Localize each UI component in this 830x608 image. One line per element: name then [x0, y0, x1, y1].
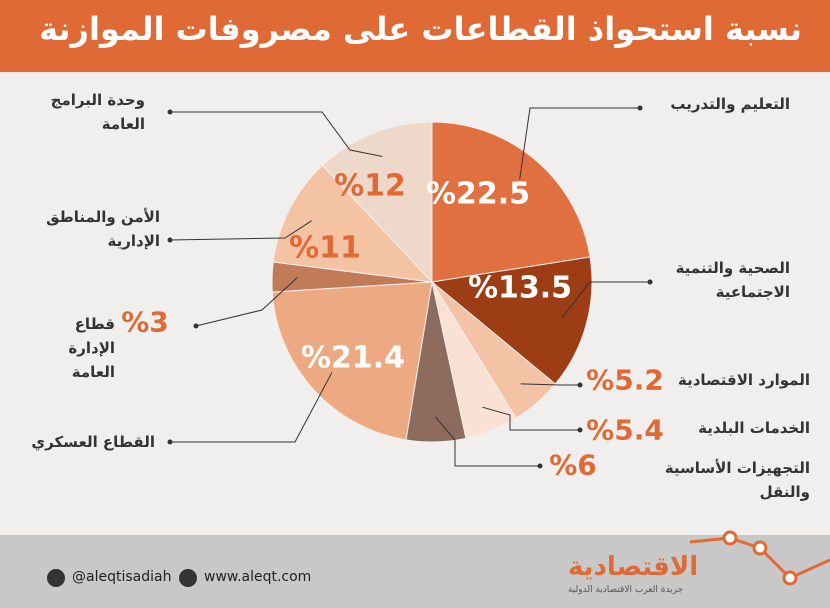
leader-dot: [647, 279, 653, 285]
category-label: الخدمات البلدية: [698, 419, 810, 437]
logo-dot: [782, 570, 798, 586]
leader-line: [482, 406, 580, 431]
leader-line: [519, 107, 640, 180]
category-label: القطاع العسكري: [31, 433, 155, 451]
category-label: قطاع الإدارة العامة: [68, 315, 115, 381]
leader-dot: [577, 382, 583, 388]
category-label: الموارد الاقتصادية: [677, 371, 810, 389]
category-label: التعليم والتدريب: [670, 95, 790, 113]
pie-slice: [430, 256, 593, 385]
category-label: وحدة البرامج العامة: [50, 91, 145, 133]
logo-dot: [752, 540, 768, 556]
pie-slice: [272, 164, 434, 283]
leader-dot: [637, 105, 643, 111]
value-label: %6: [549, 448, 597, 482]
tagline: جريدة العرب الاقتصادية الدولية: [568, 585, 684, 595]
leader-line: [435, 416, 540, 467]
leader-dot: [167, 237, 173, 243]
pie-slice: [321, 121, 433, 284]
category-label: التجهيزات الأساسية والنقل: [664, 459, 810, 501]
leader-dot: [167, 439, 173, 445]
leader-dot: [193, 323, 199, 329]
pie-slice: [431, 121, 591, 283]
value-label: %12: [334, 168, 406, 204]
leader-dot: [577, 427, 583, 433]
pie-slice: [271, 281, 433, 441]
twitter-icon: [47, 569, 65, 587]
value-label: %11: [289, 230, 361, 266]
leader-line: [170, 111, 383, 157]
category-label: الأمن والمناطق الإدارية: [46, 208, 160, 250]
website: www.aleqt.com: [204, 569, 312, 585]
leader-line: [520, 383, 580, 386]
value-label: %21.4: [300, 340, 406, 376]
header-bar: [0, 0, 830, 72]
logo-dot: [722, 530, 738, 546]
chart-title: نسبة استحواذ القطاعات على مصروفات المواز…: [39, 10, 802, 48]
leader-line: [561, 281, 650, 318]
leader-dot: [537, 463, 543, 469]
value-label: %3: [121, 305, 169, 339]
value-label: %13.5: [467, 270, 573, 306]
leader-line: [169, 220, 312, 241]
value-label: %22.5: [425, 176, 531, 212]
category-label: الصحية والتنمية الاجتماعية: [675, 259, 790, 301]
value-label: %5.4: [586, 413, 664, 447]
leader-line: [195, 277, 298, 327]
footer-bar: [0, 535, 830, 608]
logo: الاقتصادية: [568, 552, 699, 582]
leader-line: [170, 372, 333, 443]
web-icon: [179, 569, 197, 587]
value-label: %5.2: [586, 363, 664, 397]
leader-dot: [167, 109, 173, 115]
twitter-handle: @aleqtisadiah: [72, 569, 172, 585]
